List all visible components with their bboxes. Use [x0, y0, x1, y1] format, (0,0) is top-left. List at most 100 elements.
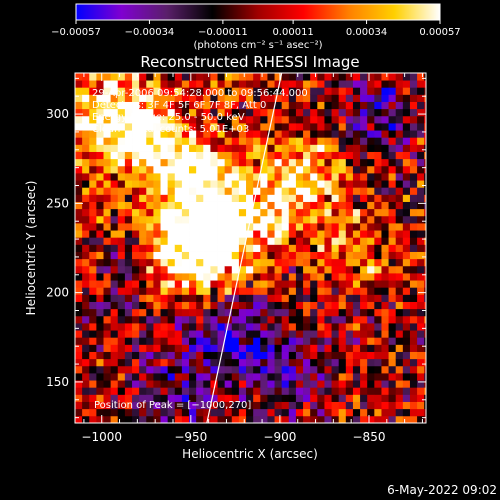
heatmap-cell: [352, 330, 361, 338]
heatmap-cell: [402, 151, 411, 160]
heatmap-cell: [203, 151, 211, 160]
heatmap-cell: [281, 94, 290, 102]
heatmap-cell: [331, 230, 340, 238]
heatmap-cell: [153, 258, 161, 267]
heatmap-cell: [331, 80, 340, 88]
heatmap-cell: [196, 137, 204, 145]
heatmap-cell: [167, 308, 176, 317]
heatmap-cell: [153, 108, 161, 117]
heatmap-cell: [238, 201, 247, 210]
heatmap-cell: [409, 201, 418, 210]
heatmap-cell: [295, 158, 304, 167]
heatmap-cell: [96, 380, 104, 388]
heatmap-cell: [374, 344, 382, 352]
heatmap-cell: [210, 408, 218, 417]
heatmap-cell: [388, 158, 397, 167]
heatmap-cell: [110, 158, 119, 167]
heatmap-cell: [331, 401, 340, 410]
heatmap-cell: [117, 101, 126, 110]
heatmap-cell: [132, 137, 140, 145]
heatmap-cell: [181, 80, 190, 88]
heatmap-cell: [246, 165, 254, 174]
heatmap-cell: [424, 315, 426, 324]
heatmap-cell: [96, 144, 104, 152]
heatmap-cell: [103, 408, 112, 417]
heatmap-cell: [174, 73, 183, 81]
heatmap-cell: [146, 258, 154, 267]
heatmap-cell: [331, 373, 340, 381]
heatmap-cell: [424, 401, 426, 410]
heatmap-cell: [345, 115, 354, 124]
heatmap-cell: [210, 280, 218, 288]
heatmap-cell: [317, 315, 325, 324]
heatmap-cell: [231, 194, 240, 202]
heatmap-cell: [132, 387, 140, 395]
heatmap-cell: [196, 337, 204, 345]
heatmap-cell: [288, 130, 297, 138]
heatmap-cell: [203, 344, 211, 352]
heatmap-cell: [352, 251, 361, 260]
heatmap-cell: [295, 415, 304, 423]
heatmap-cell: [117, 323, 126, 331]
heatmap-cell: [281, 387, 290, 395]
heatmap-cell: [238, 351, 247, 360]
heatmap-cell: [217, 315, 226, 324]
heatmap-cell: [124, 158, 133, 167]
heatmap-cell: [117, 187, 126, 195]
heatmap-cell: [295, 137, 304, 145]
heatmap-cell: [124, 373, 133, 381]
heatmap-cell: [352, 108, 361, 117]
heatmap-cell: [203, 194, 211, 202]
heatmap-cell: [196, 408, 204, 417]
heatmap-cell: [146, 280, 154, 288]
heatmap-cell: [417, 87, 425, 95]
heatmap-cell: [388, 344, 397, 352]
heatmap-cell: [295, 80, 304, 88]
heatmap-cell: [267, 130, 275, 138]
heatmap-cell: [146, 73, 154, 81]
heatmap-cell: [167, 315, 176, 324]
heatmap-cell: [367, 265, 375, 274]
heatmap-cell: [331, 358, 340, 367]
heatmap-cell: [231, 365, 240, 374]
heatmap-cell: [331, 265, 340, 274]
heatmap-cell: [132, 87, 140, 95]
heatmap-cell: [117, 237, 126, 245]
heatmap-cell: [324, 180, 332, 188]
heatmap-cell: [210, 80, 218, 88]
heatmap-cell: [274, 73, 283, 81]
heatmap-cell: [203, 273, 211, 281]
heatmap-cell: [388, 358, 397, 367]
heatmap-cell: [238, 373, 247, 381]
heatmap-cell: [260, 394, 268, 402]
heatmap-cell: [189, 137, 197, 145]
heatmap-cell: [224, 251, 233, 260]
heatmap-cell: [417, 108, 425, 117]
heatmap-cell: [110, 401, 119, 410]
heatmap-cell: [288, 380, 297, 388]
heatmap-cell: [160, 223, 169, 231]
heatmap-cell: [96, 280, 104, 288]
heatmap-cell: [96, 87, 104, 95]
heatmap-cell: [203, 294, 211, 302]
heatmap-cell: [160, 408, 169, 417]
heatmap-cell: [75, 101, 83, 110]
heatmap-cell: [331, 94, 340, 102]
heatmap-cell: [153, 223, 161, 231]
heatmap-cell: [260, 230, 268, 238]
heatmap-cell: [224, 215, 233, 224]
heatmap-cell: [167, 408, 176, 417]
heatmap-cell: [367, 401, 375, 410]
heatmap-cell: [417, 415, 425, 423]
heatmap-cell: [402, 237, 411, 245]
heatmap-cell: [267, 265, 275, 274]
heatmap-cell: [267, 294, 275, 302]
heatmap-cell: [295, 401, 304, 410]
heatmap-cell: [324, 301, 332, 310]
heatmap-cell: [203, 251, 211, 260]
heatmap-cell: [367, 115, 375, 124]
heatmap-cell: [167, 351, 176, 360]
annotation-clean-counts: Clean Total counts: 5.01E+03: [92, 124, 249, 135]
heatmap-cell: [417, 251, 425, 260]
